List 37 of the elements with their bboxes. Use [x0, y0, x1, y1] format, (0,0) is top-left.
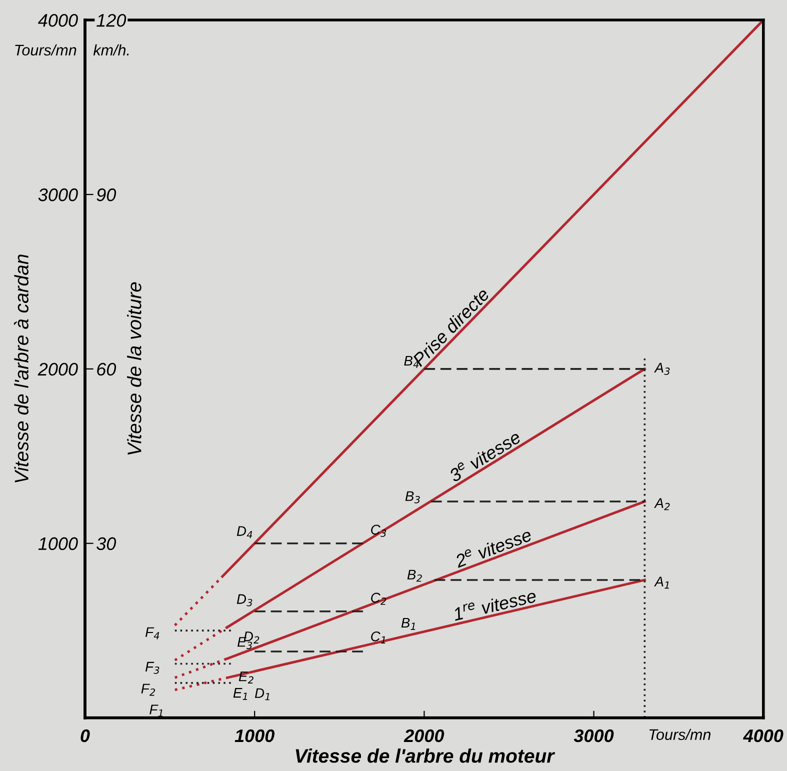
annotation: F$_{2}$: [141, 684, 156, 696]
x-tick-label: 3000: [574, 729, 614, 742]
y2-tick-label: 60: [97, 362, 116, 376]
annotation: B$_{3}$: [405, 491, 420, 504]
annotation: D$_{1}$: [254, 688, 270, 700]
annotation: 1$^{re}$ vitesse: [452, 588, 537, 621]
annotation: B$_{2}$: [407, 570, 422, 582]
annotation: C$_{3}$: [371, 524, 386, 537]
y2-axis-title: Vitesse de la voiture: [127, 282, 142, 455]
y2-tick-label: 120: [96, 14, 126, 27]
x-tick-label: 1000: [234, 729, 275, 742]
text: Tours/mn: [15, 44, 76, 56]
annotation: F$_{3}$: [145, 662, 160, 674]
y-tick-label: 3000: [38, 188, 78, 202]
annotation: D$_{4}$: [236, 526, 252, 538]
annotation: A$_{1}$: [654, 576, 669, 589]
x-tick-label: 2000: [404, 729, 444, 742]
annotation: km/h.: [93, 44, 129, 56]
annotation: F$_{4}$: [145, 627, 160, 640]
y-axis-title: Vitesse de l'arbre à cardan: [14, 254, 28, 482]
x-tick-label: 4000: [743, 729, 784, 742]
x-axis-title: Vitesse de l'arbre du moteur: [296, 748, 556, 763]
annotation: F$_{1}$: [150, 704, 163, 717]
text: Tours/mn: [649, 728, 710, 740]
y-tick-label: 4000: [38, 14, 78, 27]
x-tick-label: 0: [80, 729, 90, 742]
annotation: 2$^{e}$ vitesse: [453, 526, 532, 568]
y-tick-label: 2000: [38, 362, 78, 376]
annotation: A$_{3}$: [654, 362, 670, 375]
annotation: E$_{1}$: [233, 688, 248, 700]
annotation: A$_{2}$: [654, 498, 670, 510]
annotation: D$_{3}$: [236, 594, 252, 606]
annotation: 3$^{e}$ vitesse: [447, 429, 522, 483]
y2-tick-label: 90: [96, 188, 116, 202]
annotation: B$_{1}$: [401, 618, 416, 630]
y-tick-label: 1000: [38, 537, 78, 550]
y2-tick-label: 30: [96, 537, 116, 550]
